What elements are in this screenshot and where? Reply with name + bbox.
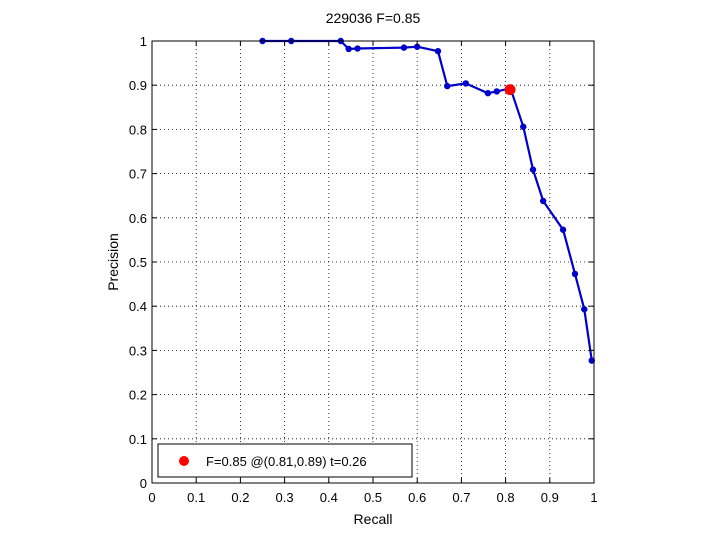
y-axis-title: Precision	[105, 233, 121, 291]
y-tick-label: 0.9	[129, 78, 147, 93]
y-tick-label: 0.3	[129, 343, 147, 358]
data-point	[345, 45, 352, 53]
y-tick-label: 0.4	[129, 299, 147, 314]
x-tick-label: 0.7	[452, 490, 470, 505]
data-point	[588, 357, 595, 364]
series-layer	[259, 37, 595, 364]
data-point	[559, 226, 567, 233]
legend-marker-red-dot	[179, 456, 189, 466]
legend-box	[157, 443, 413, 478]
ticks	[151, 40, 595, 484]
y-tick-label: 0.2	[129, 388, 147, 403]
x-tick-label: 0.1	[187, 490, 205, 505]
x-tick-label: 0.2	[231, 490, 249, 505]
y-tick-label: 1	[140, 34, 147, 49]
y-tick-label: 0.8	[129, 122, 147, 137]
y-tick-label: 0	[140, 476, 147, 491]
x-tick-label: 1	[590, 490, 597, 505]
legend: F=0.85 @(0.81,0.89) t=0.26	[157, 443, 413, 478]
chart-title: 229036 F=0.85	[326, 10, 421, 26]
legend-label: F=0.85 @(0.81,0.89) t=0.26	[206, 454, 367, 469]
y-tick-label: 0.5	[129, 255, 147, 270]
y-tick-label: 0.6	[129, 211, 147, 226]
x-tick-label: 0.5	[364, 490, 382, 505]
x-tick-label: 0.3	[276, 490, 294, 505]
y-tick-label: 0.7	[129, 167, 147, 182]
data-point	[462, 80, 470, 87]
x-tick-label: 0.6	[408, 490, 426, 505]
data-point	[520, 123, 527, 130]
data-point	[581, 306, 588, 313]
x-tick-label: 0.8	[497, 490, 515, 505]
data-point	[354, 45, 361, 52]
best-f-point	[504, 84, 516, 96]
data-point	[493, 88, 500, 95]
data-point	[434, 47, 442, 55]
y-tick-label: 0.1	[129, 432, 147, 447]
data-point	[414, 43, 421, 50]
data-point	[539, 197, 547, 205]
x-tick-label: 0	[148, 490, 155, 505]
data-point	[444, 82, 451, 90]
x-tick-label: 0.9	[541, 490, 559, 505]
tick-labels: 0 0.1 0.2 0.3 0.4 0.5 0.6 0.7 0.8 0.9 1 0 0.1 0.2 0.3 0…	[129, 34, 598, 505]
x-tick-label: 0.4	[320, 490, 338, 505]
data-point	[529, 166, 537, 173]
x-axis-title: Recall	[354, 511, 393, 527]
data-point	[484, 89, 492, 97]
data-point	[571, 270, 579, 278]
data-point	[400, 44, 408, 51]
grid-lines	[152, 41, 594, 483]
